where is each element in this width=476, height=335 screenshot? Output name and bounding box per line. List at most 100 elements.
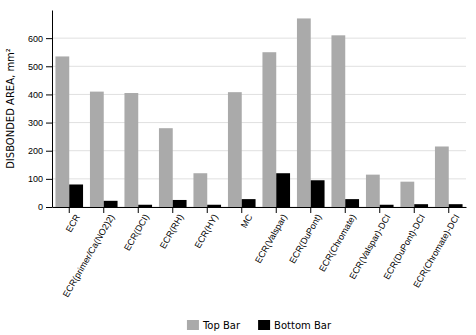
y-tick-label: 600 — [28, 34, 43, 44]
bar — [366, 175, 380, 207]
x-tick-label: ECR(RH) — [158, 213, 186, 251]
x-axis: ECRECR(primer/Ca(NO2)2)ECR(DCI)ECR(RH)EC… — [53, 207, 467, 299]
x-tick-mark — [379, 207, 380, 213]
plot: ECRECR(primer/Ca(NO2)2)ECR(DCI)ECR(RH)EC… — [5, 11, 467, 299]
grid-line — [52, 178, 466, 179]
x-tick-mark — [207, 207, 208, 213]
x-tick-label: MC — [239, 212, 255, 230]
x-tick-mark — [172, 207, 173, 213]
x-tick: ECR(Valspar) — [253, 207, 289, 265]
y-tick: 0 — [38, 202, 52, 212]
grid-line — [52, 94, 466, 95]
chart-container: ECRECR(primer/Ca(NO2)2)ECR(DCI)ECR(RH)EC… — [0, 0, 476, 335]
y-tick-label: 400 — [28, 90, 43, 100]
bar — [276, 173, 290, 207]
x-tick: ECR(primer/Ca(NO2)2) — [61, 207, 117, 299]
x-tick-label: ECR(Chromate)-DCI — [411, 213, 461, 290]
bar — [414, 204, 428, 207]
x-tick: MC — [239, 207, 255, 230]
y-tick: 600 — [28, 34, 52, 44]
x-tick-mark — [276, 207, 277, 213]
bar — [159, 128, 173, 207]
y-axis-title: DISBONDED AREA, mm² — [5, 48, 16, 169]
x-tick-mark — [345, 207, 346, 213]
y-tick-label: 500 — [28, 62, 43, 72]
bar — [400, 182, 414, 207]
legend-swatch — [187, 320, 199, 330]
grid-line — [52, 122, 466, 123]
bar — [69, 184, 83, 207]
x-tick: ECR(DCI) — [122, 207, 151, 253]
grid-line — [52, 66, 466, 67]
x-tick-label: ECR — [64, 212, 82, 234]
y-tick: 300 — [28, 118, 52, 128]
grid-line — [52, 38, 466, 39]
legend-swatch — [258, 320, 270, 330]
bar — [331, 35, 345, 207]
bar — [173, 200, 187, 207]
legend-label: Top Bar — [202, 320, 241, 331]
x-tick-mark — [241, 207, 242, 213]
x-axis-line — [53, 207, 467, 208]
bar-series — [69, 173, 462, 207]
bar-series — [55, 18, 448, 207]
bar — [311, 180, 325, 207]
y-tick-label: 300 — [28, 118, 43, 128]
x-tick: ECR(DuPont) — [287, 207, 323, 265]
x-tick-mark — [310, 207, 311, 213]
y-tick-mark — [46, 123, 52, 124]
bar — [380, 205, 394, 207]
y-tick-mark — [46, 66, 52, 67]
legend-item: Top Bar — [187, 320, 241, 331]
y-tick-label: 0 — [38, 202, 43, 212]
y-tick: 200 — [28, 146, 52, 156]
legend: Top Bar Bottom Bar — [187, 320, 332, 331]
x-tick-mark — [448, 207, 449, 213]
x-tick-label: ECR(HY) — [193, 213, 220, 250]
x-tick-label: ECR(DCI) — [122, 213, 151, 253]
x-tick-label: ECR(Chromate) — [317, 213, 358, 274]
x-tick-mark — [414, 207, 415, 213]
y-axis: 0 100 200 300 400 500 600 — [28, 11, 53, 213]
grid — [52, 38, 466, 207]
x-tick-mark — [69, 207, 70, 213]
bar — [90, 92, 104, 207]
bar — [138, 205, 152, 207]
bar — [228, 92, 242, 207]
x-tick-mark — [138, 207, 139, 213]
grid-line — [52, 150, 466, 151]
y-tick: 100 — [28, 174, 52, 184]
x-tick-label: ECR(DuPont) — [287, 213, 323, 266]
y-tick: 400 — [28, 90, 52, 100]
bars — [55, 18, 462, 207]
bar — [193, 173, 207, 207]
bar — [435, 146, 449, 207]
bar — [297, 18, 311, 207]
y-tick-mark — [46, 94, 52, 95]
y-tick-mark — [46, 207, 52, 208]
x-tick-label: ECR(Valspar) — [253, 213, 289, 265]
x-tick-label: ECR(primer/Ca(NO2)2) — [61, 213, 117, 299]
y-tick: 500 — [28, 62, 52, 72]
bar — [104, 201, 118, 207]
y-axis-line — [52, 11, 53, 208]
bar — [449, 204, 463, 207]
y-tick-mark — [46, 38, 52, 39]
y-tick-mark — [46, 151, 52, 152]
x-tick: ECR(Chromate)-DCI — [411, 207, 461, 289]
y-tick-label: 100 — [28, 174, 43, 184]
legend-label: Bottom Bar — [274, 320, 332, 331]
x-tick: ECR — [64, 207, 82, 234]
x-tick-mark — [103, 207, 104, 213]
bar — [55, 56, 69, 207]
bar — [242, 199, 256, 207]
y-tick-label: 200 — [28, 146, 43, 156]
bar — [345, 199, 359, 207]
y-tick-mark — [46, 179, 52, 180]
bar — [124, 93, 138, 207]
bar — [262, 52, 276, 207]
x-tick: ECR(RH) — [158, 207, 186, 250]
x-tick: ECR(HY) — [193, 207, 220, 250]
chart-svg: ECRECR(primer/Ca(NO2)2)ECR(DCI)ECR(RH)EC… — [0, 0, 476, 335]
bar — [207, 205, 221, 207]
